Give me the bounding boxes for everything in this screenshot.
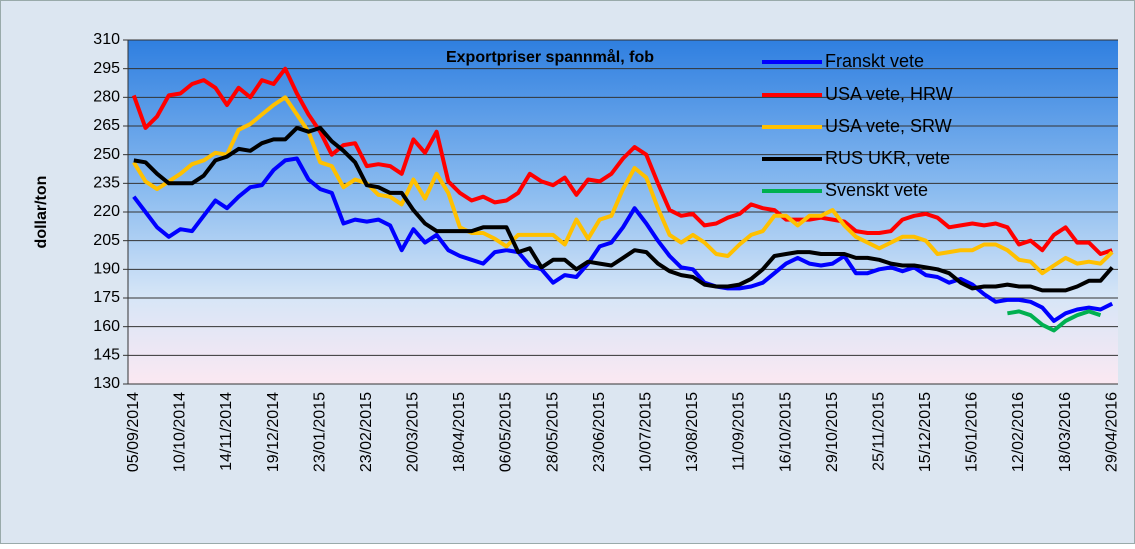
x-tick-label: 12/02/2016 (1010, 392, 1027, 472)
y-tick-label: 280 (93, 89, 120, 106)
y-tick-label: 295 (93, 60, 120, 77)
x-tick-label: 05/09/2014 (125, 392, 142, 472)
x-tick-label: 06/05/2015 (498, 392, 515, 472)
y-tick-label: 175 (93, 289, 120, 306)
x-tick-label: 19/12/2014 (265, 392, 282, 472)
x-tick-label: 23/06/2015 (591, 392, 608, 472)
x-tick-label: 29/10/2015 (824, 392, 841, 472)
series-line (132, 95, 1114, 276)
x-tick-label: 28/05/2015 (544, 392, 561, 472)
x-tick-label: 18/03/2016 (1057, 392, 1074, 472)
y-tick-label: 265 (93, 117, 120, 134)
x-tick-label: 15/01/2016 (964, 392, 981, 472)
y-tick-label: 220 (93, 203, 120, 220)
x-tick-label: 13/08/2015 (684, 392, 701, 472)
x-tick-label: 23/02/2015 (358, 392, 375, 472)
series-line (131, 66, 1113, 256)
x-tick-label: 23/01/2015 (311, 392, 328, 472)
x-tick-label: 11/09/2015 (731, 392, 748, 471)
legend-label: USA vete, HRW (825, 84, 953, 104)
x-tick-label: 20/03/2015 (405, 392, 422, 472)
y-tick-label: 205 (93, 232, 120, 249)
y-tick-label: 160 (93, 318, 120, 335)
legend-label: Svenskt vete (825, 180, 928, 200)
x-tick-label: 15/12/2015 (917, 392, 934, 472)
y-tick-label: 235 (93, 175, 120, 192)
x-tick-label: 25/11/2015 (870, 392, 887, 471)
series-line (133, 125, 1114, 293)
y-tick-label: 190 (93, 261, 120, 278)
x-tick-label: 18/04/2015 (451, 392, 468, 472)
y-tick-label: 130 (93, 375, 120, 392)
legend-label: RUS UKR, vete (825, 148, 950, 168)
x-tick-label: 29/04/2016 (1103, 392, 1120, 472)
series-line (132, 156, 1114, 323)
y-tick-label: 310 (93, 31, 120, 48)
x-tick-label: 14/11/2014 (218, 392, 235, 471)
chart-title: Exportpriser spannmål, fob (446, 48, 654, 66)
y-axis-label: dollar/ton (33, 176, 50, 249)
y-tick-label: 250 (93, 146, 120, 163)
y-tick-label: 145 (93, 347, 120, 364)
x-tick-label: 16/10/2015 (777, 392, 794, 472)
legend-label: USA vete, SRW (825, 116, 952, 136)
x-tick-label: 10/10/2014 (172, 392, 189, 472)
x-tick-label: 10/07/2015 (638, 392, 655, 472)
series-line (1007, 309, 1102, 333)
legend-label: Franskt vete (825, 51, 924, 71)
